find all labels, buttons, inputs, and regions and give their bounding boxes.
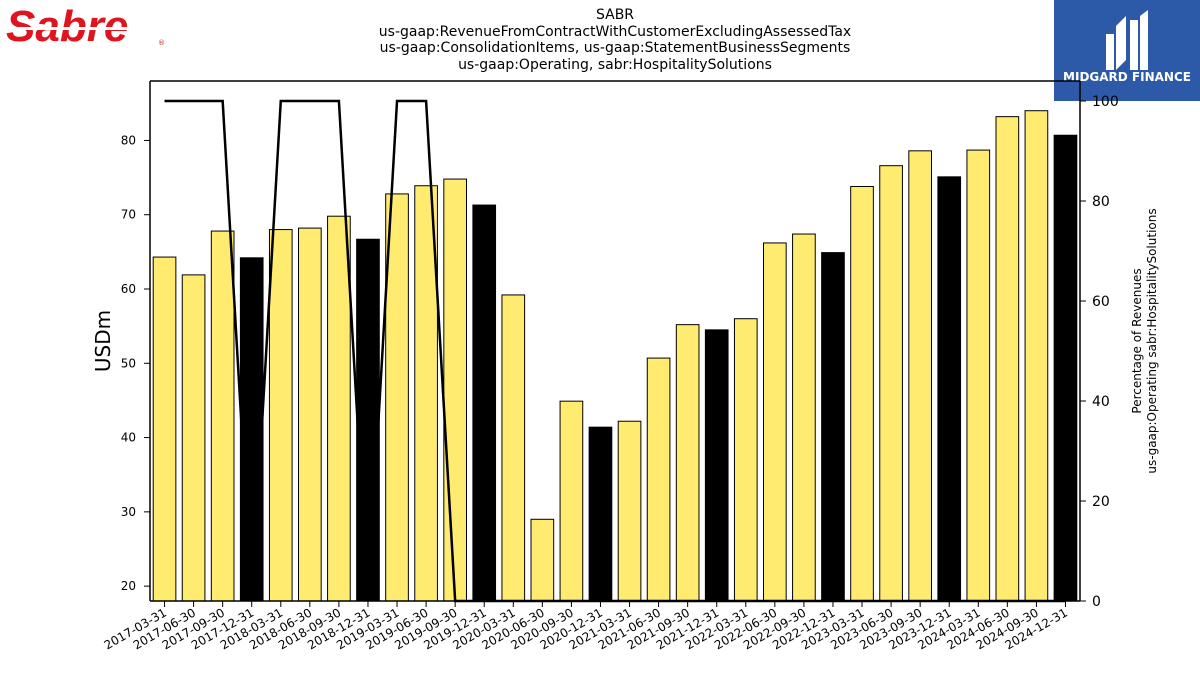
y2-tick-label: 0 <box>1092 594 1101 610</box>
bar-2022-06-30 <box>763 242 787 602</box>
bar-2019-09-30 <box>443 178 467 602</box>
bar-2022-12-31 <box>821 252 845 602</box>
y-tick-label: 80 <box>121 133 136 147</box>
bar-2024-03-31 <box>966 149 991 602</box>
midgard-emblem-icon <box>1106 10 1148 70</box>
bar-2021-06-30 <box>646 357 671 602</box>
bar-2017-12-31 <box>239 257 264 602</box>
bar-2023-03-31 <box>850 185 874 602</box>
bar-2017-06-30 <box>181 274 206 602</box>
chart-title: SABR us-gaap:RevenueFromContractWithCust… <box>300 7 930 73</box>
bar-2021-12-31 <box>704 329 729 602</box>
bar-2018-12-31 <box>356 238 380 602</box>
y-axis-label: USDm <box>91 310 115 372</box>
bar-2024-09-30 <box>1024 110 1049 602</box>
y-tick-label: 70 <box>121 208 136 222</box>
chart-title-line: us-gaap:Operating, sabr:HospitalitySolut… <box>458 56 772 73</box>
y-tick-label: 50 <box>121 356 136 370</box>
bars-group <box>152 110 1078 602</box>
chart-title-line: us-gaap:RevenueFromContractWithCustomerE… <box>378 23 852 40</box>
y2-axis-label: Percentage of Revenues <box>1130 268 1144 413</box>
y2-tick-label: 60 <box>1092 294 1110 310</box>
bar-2020-09-30 <box>559 400 584 602</box>
bar-2020-03-31 <box>501 294 526 602</box>
y2-tick-label: 20 <box>1092 494 1110 510</box>
sabre-logo: Sabre ® <box>4 2 169 52</box>
bar-2022-09-30 <box>792 233 816 602</box>
y-tick-label: 60 <box>121 282 136 296</box>
bar-2021-09-30 <box>675 324 700 602</box>
y2-tick-label: 100 <box>1092 94 1119 110</box>
bar-2017-03-31 <box>152 256 177 602</box>
bar-2018-06-30 <box>298 227 322 602</box>
bar-2023-12-31 <box>937 176 962 602</box>
chart-title-line: us-gaap:ConsolidationItems, us-gaap:Stat… <box>379 40 851 56</box>
logo-stripe <box>4 27 164 30</box>
midgard-finance-logo: MIDGARD FINANCE <box>1054 0 1200 101</box>
bar-2017-09-30 <box>210 230 235 602</box>
y-tick-label: 30 <box>121 505 136 519</box>
chart-title-line: SABR <box>595 7 635 23</box>
y2-axis-label: us-gaap:Operating sabr:HospitalitySoluti… <box>1145 208 1159 473</box>
bar-2019-12-31 <box>472 204 497 602</box>
bar-2020-06-30 <box>530 518 555 602</box>
bar-2018-03-31 <box>268 229 293 602</box>
y2-tick-label: 80 <box>1092 194 1110 210</box>
y2-tick-label: 40 <box>1092 394 1110 410</box>
bar-2024-12-31 <box>1053 134 1078 602</box>
bar-2023-06-30 <box>879 165 903 602</box>
bar-2022-03-31 <box>733 318 758 602</box>
sabre-logo-text: Sabre <box>6 2 128 51</box>
bar-2020-12-31 <box>588 426 613 602</box>
y-tick-label: 40 <box>121 431 136 445</box>
bar-2021-03-31 <box>617 420 642 602</box>
bar-2018-09-30 <box>327 215 351 602</box>
bar-2024-06-30 <box>995 116 1020 602</box>
svg-text:®: ® <box>158 39 165 47</box>
y-tick-label: 20 <box>121 579 136 593</box>
bar-2023-09-30 <box>908 150 932 602</box>
partner-logo-text: MIDGARD FINANCE <box>1063 70 1191 84</box>
